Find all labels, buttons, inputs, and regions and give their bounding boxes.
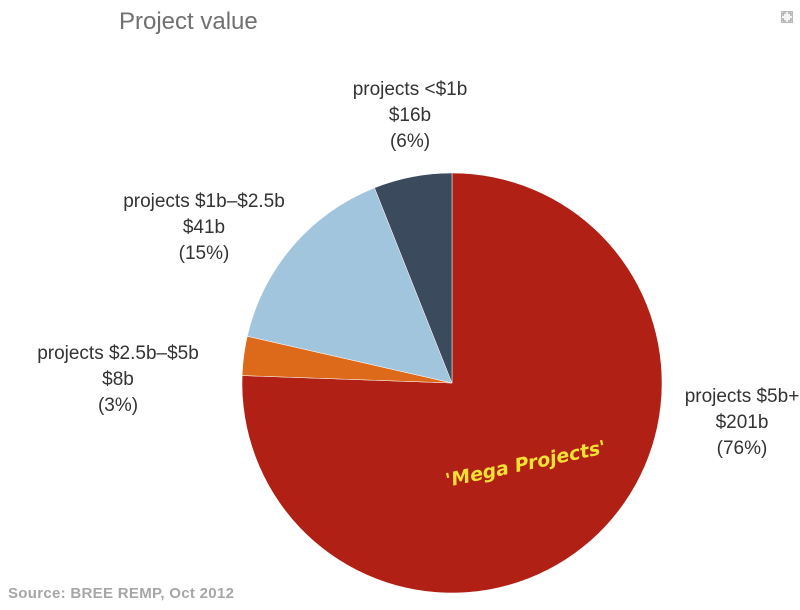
expand-icon[interactable] bbox=[781, 11, 793, 23]
slice-label-1b-2-5b: projects $1b–$2.5b $41b (15%) bbox=[106, 189, 302, 267]
slice-1b-2-5b bbox=[246, 187, 453, 384]
slice-value: $41b bbox=[182, 217, 226, 238]
slice-percent: (3%) bbox=[97, 395, 139, 416]
slice-value: $8b bbox=[102, 369, 134, 390]
slice-label-5b-plus: projects $5b+ $201b (76%) bbox=[672, 384, 800, 462]
slice-name: projects $1b–$2.5b bbox=[123, 191, 285, 212]
slice-label-under-1b: projects <$1b $16b (6%) bbox=[328, 77, 492, 155]
slice-percent: (15%) bbox=[178, 243, 230, 264]
chart-title: Project value bbox=[119, 8, 258, 35]
slice-value: $16b bbox=[388, 105, 432, 126]
slice-value: $201b bbox=[715, 412, 769, 433]
slice-percent: (6%) bbox=[389, 131, 431, 152]
slice-name: projects $2.5b–$5b bbox=[37, 343, 199, 364]
slice-under-1b bbox=[374, 172, 453, 384]
slice-label-2-5b-5b: projects $2.5b–$5b $8b (3%) bbox=[12, 341, 224, 419]
source-note: Source: BREE REMP, Oct 2012 bbox=[8, 585, 235, 602]
slice-percent: (76%) bbox=[716, 438, 768, 459]
slice-name: projects $5b+ bbox=[684, 386, 800, 407]
slice-name: projects <$1b bbox=[352, 79, 468, 100]
slice-5b-plus bbox=[241, 172, 663, 594]
